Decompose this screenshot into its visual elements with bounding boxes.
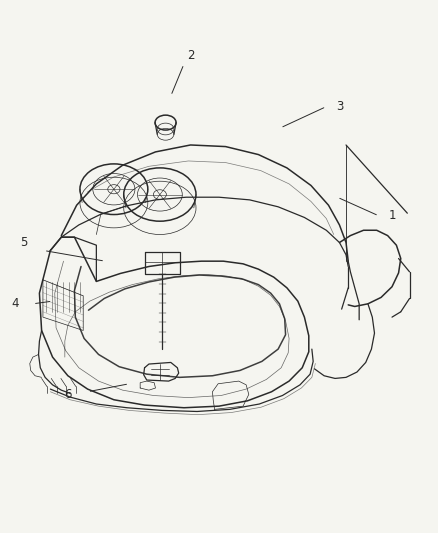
Text: 1: 1 [388, 209, 396, 222]
Text: 2: 2 [187, 50, 194, 62]
Text: 3: 3 [336, 100, 343, 113]
Text: 4: 4 [11, 297, 19, 310]
Text: 5: 5 [21, 236, 28, 249]
Text: 6: 6 [64, 388, 72, 401]
